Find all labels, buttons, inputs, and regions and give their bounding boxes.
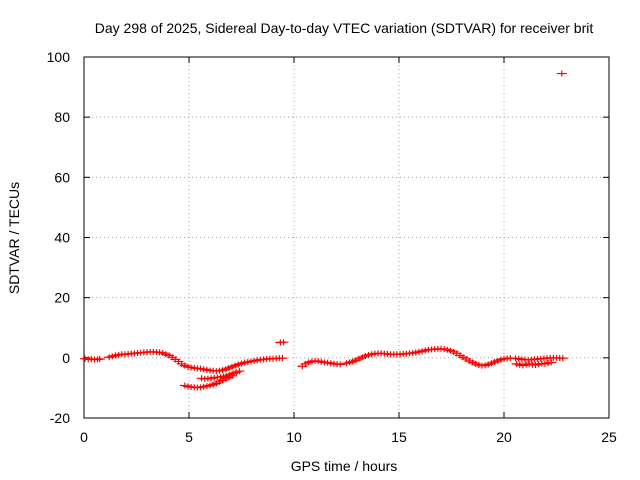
y-tick-labels: -20 0 20 40 60 80 100 [47, 49, 71, 426]
x-tick-label: 15 [391, 429, 407, 445]
y-tick-label: 100 [47, 49, 71, 65]
x-tick-label: 25 [601, 429, 617, 445]
y-axis-title: SDTVAR / TECUs [6, 182, 22, 294]
y-tick-label: 80 [54, 109, 70, 125]
y-tick-label: 20 [54, 290, 70, 306]
y-tick-label: -20 [50, 410, 70, 426]
data-point [94, 356, 105, 363]
data-point [556, 70, 567, 77]
x-tick-label: 20 [496, 429, 512, 445]
y-tick-label: 0 [62, 350, 70, 366]
x-tick-label: 0 [80, 429, 88, 445]
data-point [277, 355, 288, 362]
data-point [278, 339, 289, 346]
data-point [335, 361, 346, 368]
y-tick-label: 40 [54, 230, 70, 246]
y-tick-label: 60 [54, 169, 70, 185]
data-point [557, 355, 568, 362]
axis-ticks [83, 56, 610, 419]
data-points [80, 70, 568, 391]
x-axis-title: GPS time / hours [291, 458, 398, 474]
data-point [234, 368, 245, 375]
x-tick-label: 5 [185, 429, 193, 445]
chart-title: Day 298 of 2025, Sidereal Day-to-day VTE… [95, 20, 594, 36]
x-tick-label: 10 [286, 429, 302, 445]
data-point [546, 359, 557, 366]
x-tick-labels: 0 5 10 15 20 25 [80, 429, 617, 445]
